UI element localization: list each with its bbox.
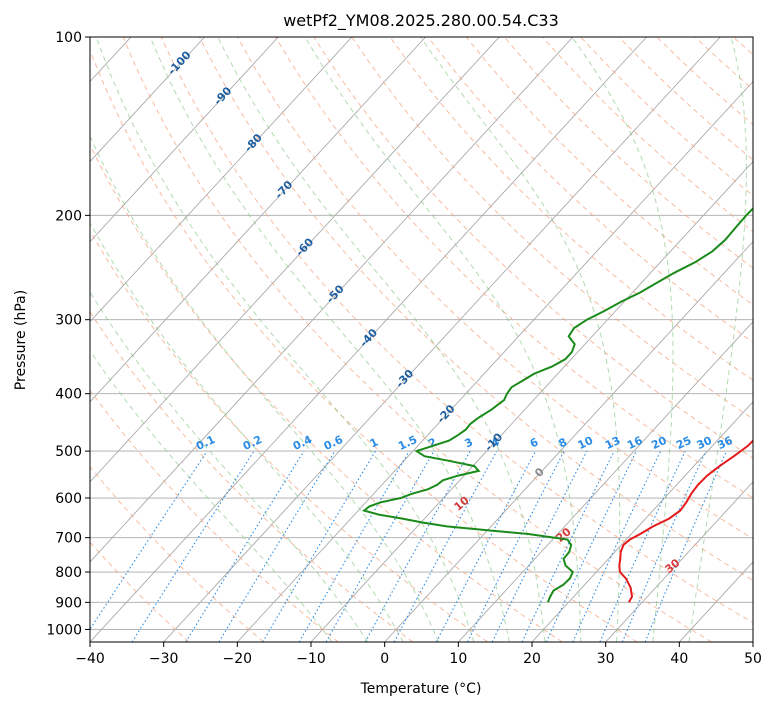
moist-adiabat-line bbox=[90, 291, 369, 642]
mixing-ratio-label: 25 bbox=[674, 434, 693, 452]
isotherm-line bbox=[310, 160, 753, 642]
mixing-ratio-label: 16 bbox=[625, 434, 645, 452]
mixing-ratio-line bbox=[131, 450, 255, 642]
mixing-ratio-label: 20 bbox=[649, 434, 669, 452]
moist-adiabat-line bbox=[149, 37, 510, 642]
x-tick-label: 40 bbox=[670, 651, 688, 667]
x-tick-label: −30 bbox=[149, 651, 179, 667]
dry-adiabat-line bbox=[771, 37, 775, 642]
mixing-ratio-line bbox=[364, 450, 471, 642]
y-tick-label: 400 bbox=[55, 387, 82, 403]
y-tick-label: 200 bbox=[55, 208, 82, 224]
temperature-line bbox=[618, 439, 753, 603]
y-tick-label: 300 bbox=[55, 313, 82, 329]
x-tick-label: 50 bbox=[744, 651, 762, 667]
isotherm-line bbox=[531, 401, 753, 642]
mixing-ratio-line bbox=[491, 450, 588, 642]
x-tick-label: −40 bbox=[75, 651, 105, 667]
dry-adiabat-line bbox=[90, 465, 264, 642]
moist-adiabat-line bbox=[420, 37, 621, 642]
mixing-ratio-line bbox=[599, 450, 686, 642]
mixing-ratio-label: 13 bbox=[603, 434, 622, 452]
moist-adiabat-line bbox=[688, 37, 747, 642]
moist-adiabat-line bbox=[90, 221, 404, 642]
isotherm-line bbox=[90, 37, 426, 403]
x-tick-label: −20 bbox=[223, 651, 253, 667]
isotherm-line bbox=[384, 240, 753, 642]
isotherm-line bbox=[605, 481, 753, 642]
x-tick-label: −10 bbox=[296, 651, 326, 667]
x-axis: −40 −30 −20 −10 0 10 20 30 40 50 bbox=[75, 642, 762, 667]
isotherm-line bbox=[90, 37, 574, 563]
dry-adiabat-line bbox=[160, 37, 753, 624]
chart-title: wetPf2_YM08.2025.280.00.54.C33 bbox=[283, 11, 559, 31]
dry-adiabat-line bbox=[275, 37, 753, 499]
y-tick-label: 800 bbox=[55, 565, 82, 581]
isotherm-line bbox=[90, 37, 647, 642]
y-tick-label: 1000 bbox=[46, 622, 82, 638]
x-tick-label: 30 bbox=[597, 651, 615, 667]
x-tick-label: 0 bbox=[380, 651, 389, 667]
isotherm-line bbox=[752, 641, 753, 642]
y-tick-label: 600 bbox=[55, 491, 82, 507]
moist-adiabat-line bbox=[90, 135, 439, 642]
mixing-ratio-line bbox=[90, 450, 208, 631]
isotherm-line bbox=[90, 37, 279, 243]
x-tick-label: 10 bbox=[449, 651, 467, 667]
mixing-ratio-label: 30 bbox=[695, 434, 715, 452]
dry-adiabat-line bbox=[237, 37, 753, 540]
plot-frame bbox=[89, 36, 754, 643]
dry-adiabat-line bbox=[90, 143, 563, 642]
y-tick-label: 100 bbox=[55, 30, 82, 46]
moist-adiabat-line bbox=[95, 37, 475, 642]
isotherm-line bbox=[163, 37, 721, 642]
x-axis-label: Temperature (°C) bbox=[360, 681, 482, 697]
isotherm-line bbox=[237, 80, 753, 642]
isotherm-line bbox=[458, 321, 753, 642]
isotherm-line bbox=[90, 37, 205, 163]
mixing-ratio-line bbox=[644, 450, 728, 642]
y-tick-label: 500 bbox=[55, 444, 82, 460]
y-axis-label: Pressure (hPa) bbox=[13, 290, 29, 390]
isotherm-line bbox=[90, 37, 353, 323]
y-tick-label: 700 bbox=[55, 531, 82, 547]
plot-background bbox=[90, 37, 753, 642]
dry-adiabat-line bbox=[90, 311, 414, 642]
mixing-ratio-line bbox=[621, 450, 707, 642]
reference-lines bbox=[90, 37, 775, 642]
mixing-ratio-line bbox=[467, 450, 565, 642]
moist-adiabat-line bbox=[571, 37, 674, 642]
dry-adiabat-line bbox=[90, 48, 638, 642]
y-tick-label: 900 bbox=[55, 595, 82, 611]
sounding-profiles bbox=[361, 206, 753, 603]
dry-adiabat-line bbox=[389, 37, 753, 381]
isotherm-line bbox=[90, 37, 500, 483]
mixing-ratio-line bbox=[185, 450, 305, 642]
mixing-ratio-label: 10 bbox=[576, 434, 596, 452]
y-axis: 100 200 300 400 500 600 700 800 900 1000 bbox=[46, 30, 90, 638]
mixing-ratio-line bbox=[393, 450, 498, 642]
dry-adiabat-line bbox=[465, 37, 753, 306]
dewpoint-line bbox=[361, 206, 753, 603]
mixing-ratio-line bbox=[218, 450, 336, 642]
x-tick-label: 20 bbox=[523, 651, 541, 667]
dry-adiabat-line bbox=[90, 229, 488, 642]
mixing-ratio-label: 36 bbox=[715, 434, 735, 452]
dry-adiabat-line bbox=[351, 37, 753, 420]
